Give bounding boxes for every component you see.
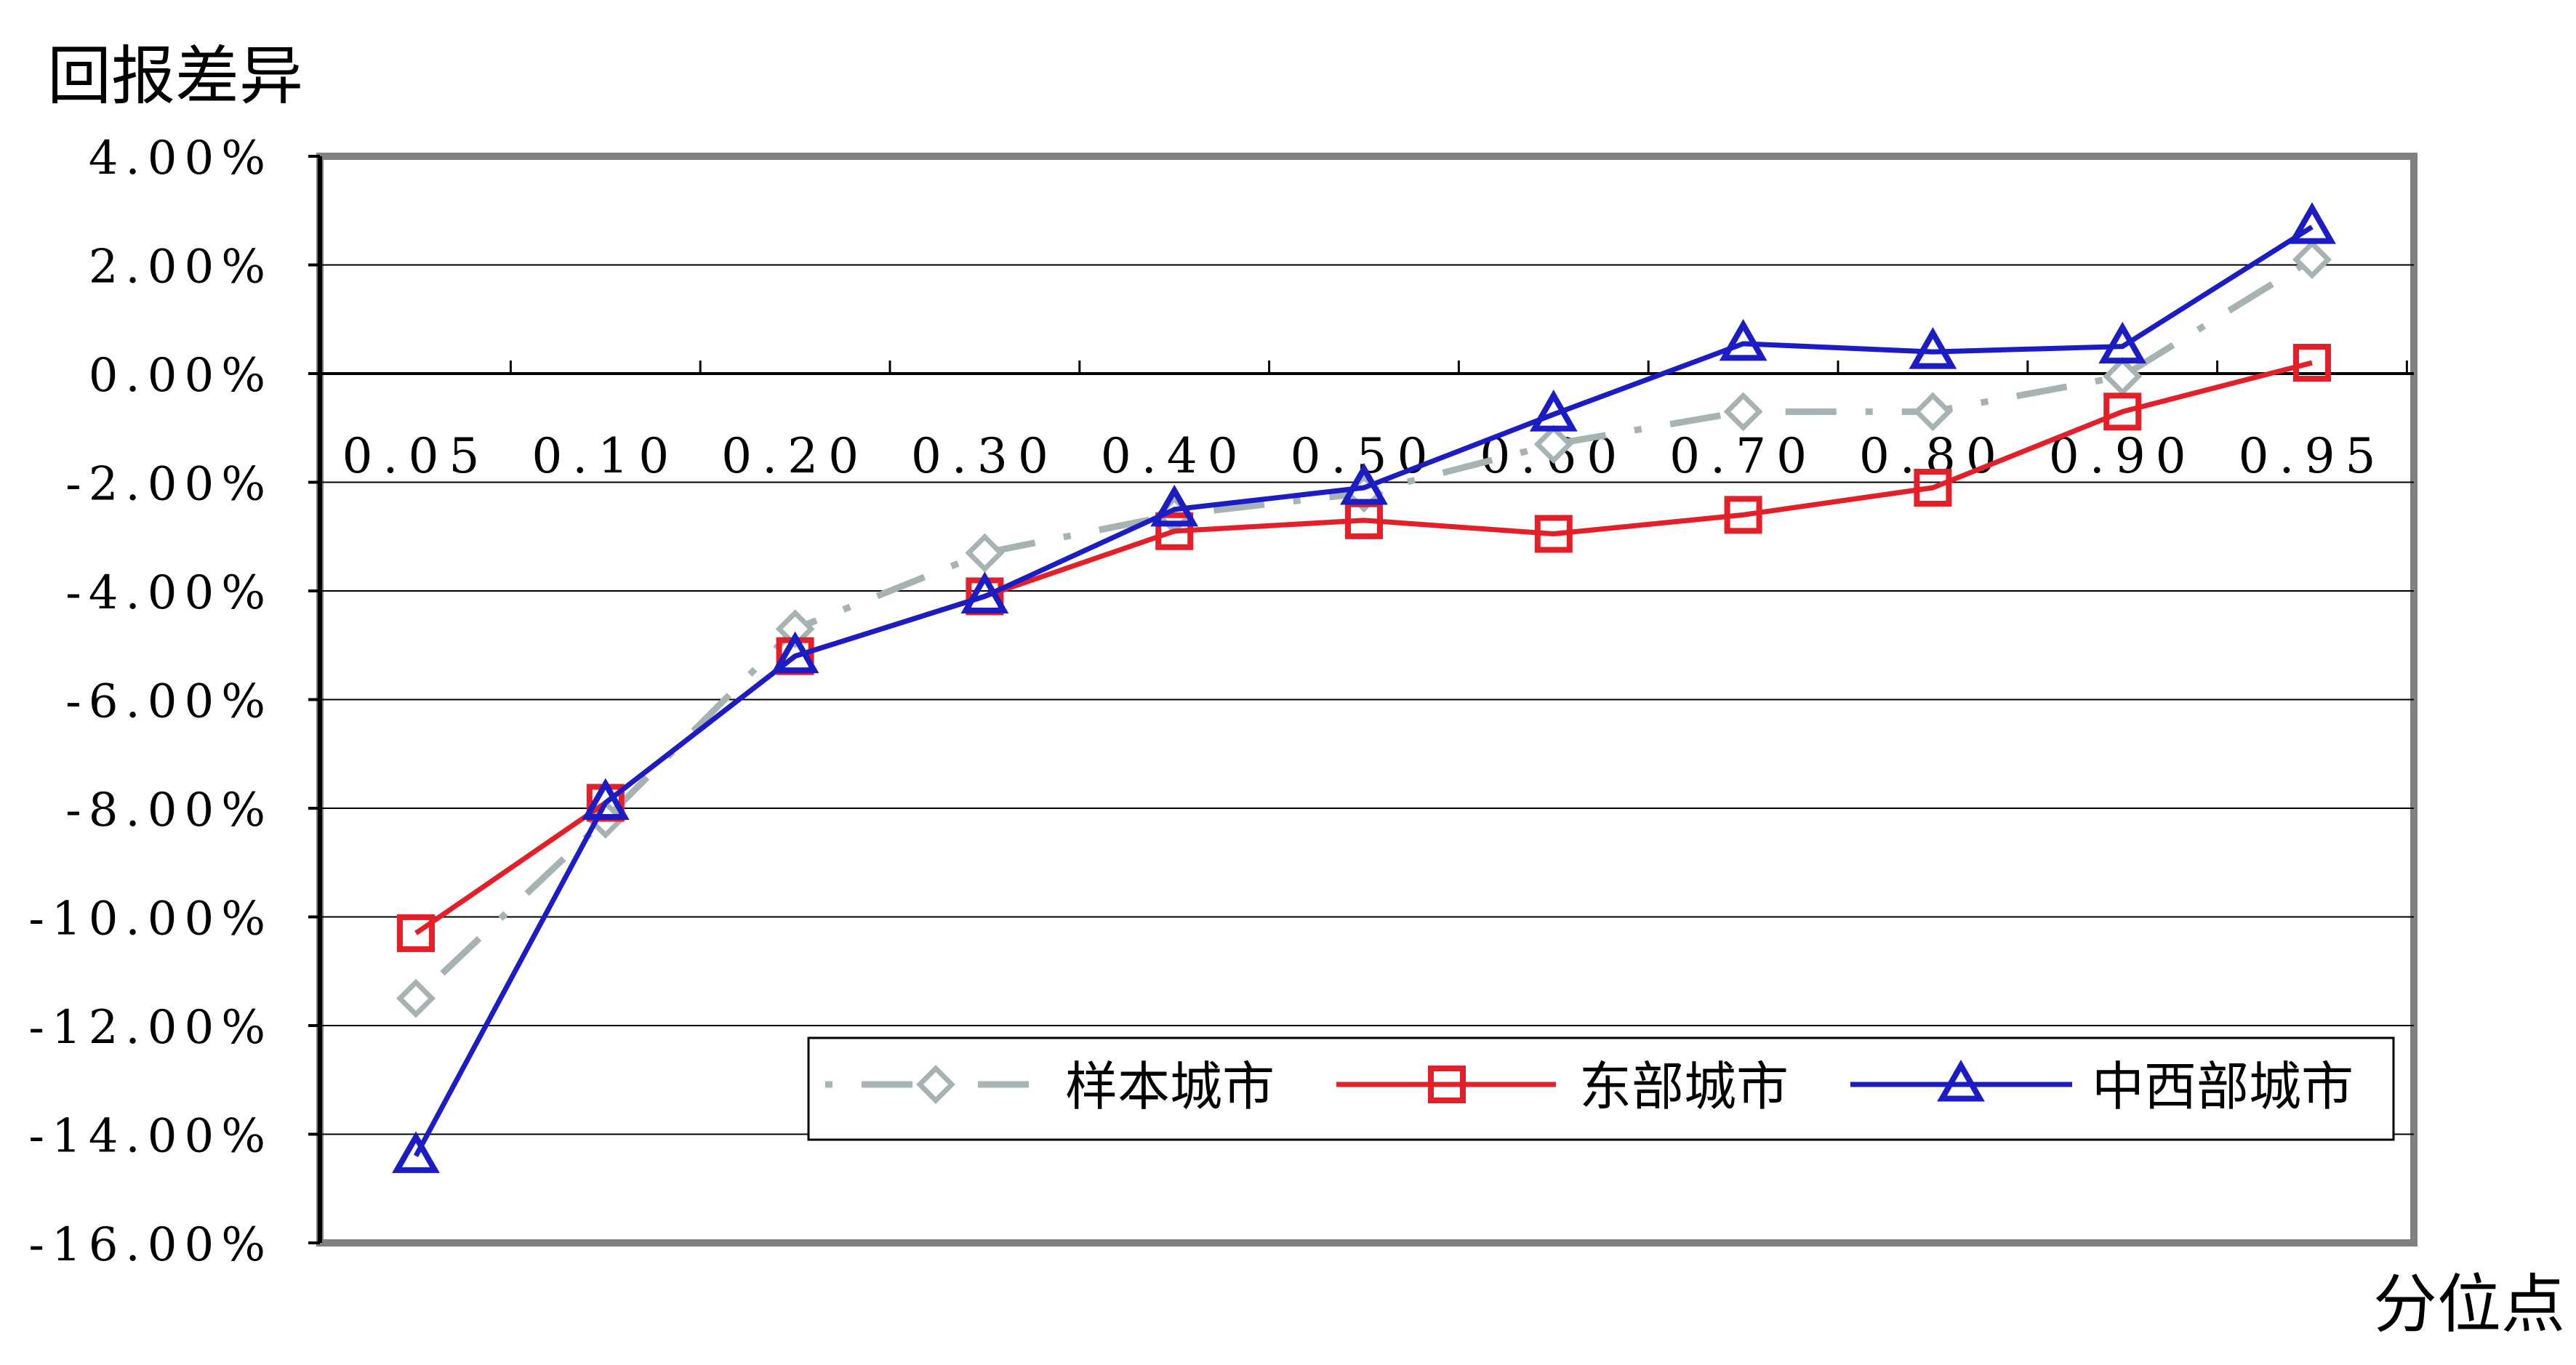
y-tick-label: -16.00% bbox=[28, 1218, 273, 1272]
x-tick-label: 0.70 bbox=[1669, 428, 1817, 484]
data-point bbox=[396, 978, 436, 1018]
y-axis-ticks bbox=[308, 155, 320, 1244]
y-tick-label: 0.00% bbox=[89, 349, 273, 403]
legend-label: 中西部城市 bbox=[2092, 1056, 2354, 1117]
data-point bbox=[2293, 344, 2331, 382]
data-point bbox=[1529, 390, 1578, 432]
legend-label: 东部城市 bbox=[1579, 1056, 1789, 1117]
series-layer bbox=[392, 202, 2336, 1173]
data-point bbox=[2288, 202, 2336, 244]
x-tick-label: 0.95 bbox=[2239, 428, 2386, 484]
data-point bbox=[397, 914, 435, 952]
data-point bbox=[965, 533, 1005, 573]
data-point bbox=[2103, 356, 2143, 396]
y-tick-label: -12.00% bbox=[28, 1001, 273, 1055]
data-point bbox=[1155, 512, 1194, 550]
x-tick-labels: 0.050.100.200.300.400.500.600.700.800.90… bbox=[342, 428, 2386, 484]
data-point bbox=[1914, 468, 1952, 507]
y-tick-label: -2.00% bbox=[65, 458, 273, 512]
x-tick-label: 0.10 bbox=[531, 428, 679, 484]
y-tick-label: -10.00% bbox=[28, 893, 273, 946]
y-tick-label: 4.00% bbox=[89, 132, 273, 185]
data-point bbox=[581, 778, 630, 821]
data-point bbox=[775, 609, 815, 649]
x-tick-label: 0.40 bbox=[1101, 428, 1248, 484]
x-tick-label: 0.20 bbox=[721, 428, 869, 484]
data-point bbox=[771, 631, 819, 674]
data-point bbox=[1913, 392, 1953, 432]
series-3 bbox=[392, 202, 2336, 1173]
data-point bbox=[2292, 240, 2332, 279]
data-point bbox=[392, 1131, 440, 1173]
x-tick-label: 0.30 bbox=[911, 428, 1059, 484]
data-point bbox=[1723, 392, 1763, 432]
data-point bbox=[1724, 496, 1762, 534]
legend-item: 东部城市 bbox=[1336, 1056, 1789, 1117]
y-axis-title: 回报差异 bbox=[47, 39, 303, 113]
data-point bbox=[2103, 392, 2142, 431]
series-line bbox=[413, 225, 2314, 1158]
data-point bbox=[960, 571, 1009, 613]
x-tick-label: 0.05 bbox=[342, 428, 490, 484]
legend: 样本城市 东部城市 中西部城市 bbox=[807, 1036, 2395, 1141]
legend-box bbox=[807, 1036, 2395, 1141]
legend-marker bbox=[1937, 1059, 1985, 1102]
legend-items: 样本城市 东部城市 中西部城市 bbox=[825, 1056, 2354, 1117]
y-tick-label: 2.00% bbox=[89, 241, 273, 294]
data-point bbox=[1533, 424, 1573, 464]
x-axis-title: 分位点 bbox=[2373, 1267, 2565, 1342]
data-point bbox=[2098, 321, 2147, 364]
y-tick-label: -4.00% bbox=[65, 566, 273, 620]
y-tick-label: -6.00% bbox=[65, 675, 273, 729]
data-point bbox=[1909, 327, 1957, 369]
legend-label: 样本城市 bbox=[1065, 1056, 1275, 1117]
y-tick-label: -14.00% bbox=[28, 1110, 273, 1164]
legend-item: 样本城市 bbox=[825, 1056, 1275, 1117]
x-tick-label: 0.80 bbox=[1859, 428, 2007, 484]
y-tick-label: -8.00% bbox=[65, 784, 273, 837]
data-point bbox=[1534, 515, 1573, 553]
data-point bbox=[1340, 462, 1388, 505]
data-point bbox=[1719, 318, 1768, 361]
data-point bbox=[1150, 484, 1199, 527]
legend-item: 中西部城市 bbox=[1850, 1056, 2354, 1117]
legend-marker bbox=[916, 1065, 955, 1104]
y-tick-labels: 4.00% 2.00% 0.00% -2.00% -4.00% -6.00% -8.00% -… bbox=[28, 132, 273, 1272]
x-axis-ticks bbox=[320, 361, 2408, 374]
x-tick-label: 0.90 bbox=[2049, 428, 2196, 484]
legend-marker bbox=[1428, 1066, 1466, 1103]
